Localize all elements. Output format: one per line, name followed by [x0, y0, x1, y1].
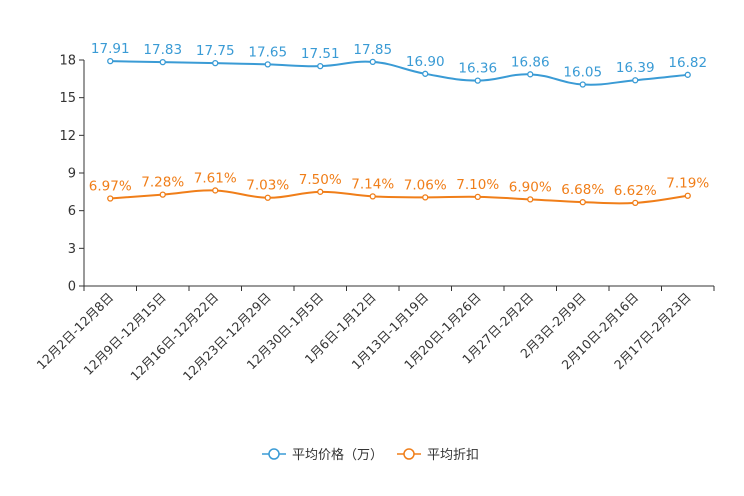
data-point[interactable]	[317, 188, 324, 195]
data-label: 7.61%	[194, 170, 237, 186]
y-tick-label: 12	[59, 129, 76, 144]
series-average-price: 17.91 17.83 17.75 17.65 17.51 17.85 16.90 16.36…	[91, 41, 707, 88]
data-point[interactable]	[422, 70, 429, 77]
data-point[interactable]	[632, 77, 639, 84]
data-label: 17.91	[91, 41, 130, 57]
data-point[interactable]	[474, 193, 481, 201]
data-point[interactable]	[159, 191, 166, 198]
data-label: 17.85	[353, 42, 392, 58]
data-label: 16.86	[511, 54, 550, 70]
x-tick-label: 12月23日-12月29日	[180, 290, 274, 384]
series-average-discount: 6.97% 7.28% 7.61% 7.03% 7.50% 7.14% 7.06% 7.10%…	[89, 170, 709, 207]
data-label: 17.83	[143, 42, 182, 58]
data-label: 6.68%	[561, 182, 604, 198]
data-label: 7.03%	[246, 178, 289, 194]
data-label: 17.75	[196, 43, 235, 59]
legend-item-average-price[interactable]: 平均价格（万）	[262, 447, 383, 463]
data-point[interactable]	[159, 58, 166, 66]
data-label: 17.65	[248, 44, 287, 60]
y-tick-label: 9	[68, 167, 76, 182]
data-point[interactable]	[684, 71, 691, 78]
data-point[interactable]	[212, 187, 219, 194]
data-point[interactable]	[317, 63, 324, 70]
series-line	[110, 189, 688, 205]
data-point[interactable]	[369, 193, 376, 200]
y-tick-label: 18	[59, 54, 76, 69]
series-line	[110, 60, 688, 86]
data-label: 6.97%	[89, 178, 132, 194]
data-label: 7.06%	[404, 177, 447, 193]
data-point[interactable]	[684, 192, 691, 199]
data-label: 6.62%	[614, 183, 657, 199]
y-tick-label: 3	[68, 242, 76, 257]
y-tick-label: 6	[68, 204, 76, 219]
legend-label: 平均价格（万）	[292, 447, 383, 463]
data-label: 7.28%	[141, 175, 184, 191]
legend[interactable]: 平均价格（万） 平均折扣	[262, 447, 479, 463]
data-label: 16.05	[563, 64, 602, 80]
data-point[interactable]	[527, 71, 534, 78]
data-point[interactable]	[474, 77, 481, 84]
data-label: 7.19%	[666, 176, 709, 192]
data-label: 7.14%	[351, 176, 394, 192]
legend-item-average-discount[interactable]: 平均折扣	[397, 448, 479, 463]
data-point[interactable]	[527, 196, 534, 203]
data-point[interactable]	[369, 58, 376, 66]
data-label: 16.36	[458, 61, 497, 77]
data-label: 16.39	[616, 60, 655, 76]
data-point[interactable]	[579, 198, 586, 206]
data-point[interactable]	[107, 195, 114, 202]
data-point[interactable]	[422, 194, 429, 201]
axes: 036912151812月2日-12月8日12月9日-12月15日12月16日-…	[33, 54, 715, 384]
data-point[interactable]	[212, 59, 219, 67]
x-tick-label: 12月16日-12月22日	[127, 290, 221, 384]
y-tick-label: 15	[59, 91, 76, 106]
data-label: 16.90	[406, 54, 445, 70]
legend-label: 平均折扣	[427, 448, 479, 463]
data-point[interactable]	[264, 194, 271, 201]
data-label: 6.90%	[509, 179, 552, 195]
series-layer: 17.91 17.83 17.75 17.65 17.51 17.85 16.90 16.36…	[89, 41, 709, 207]
y-tick-label: 0	[68, 280, 76, 295]
data-label: 7.10%	[456, 177, 499, 193]
data-label: 16.82	[668, 55, 707, 71]
data-point[interactable]	[579, 81, 586, 88]
data-label: 7.50%	[299, 172, 342, 188]
data-point[interactable]	[632, 199, 639, 207]
data-label: 17.51	[301, 46, 340, 62]
data-point[interactable]	[264, 61, 271, 68]
data-point[interactable]	[107, 57, 114, 65]
legend-marker-icon	[403, 448, 415, 460]
legend-marker-icon	[268, 448, 280, 460]
